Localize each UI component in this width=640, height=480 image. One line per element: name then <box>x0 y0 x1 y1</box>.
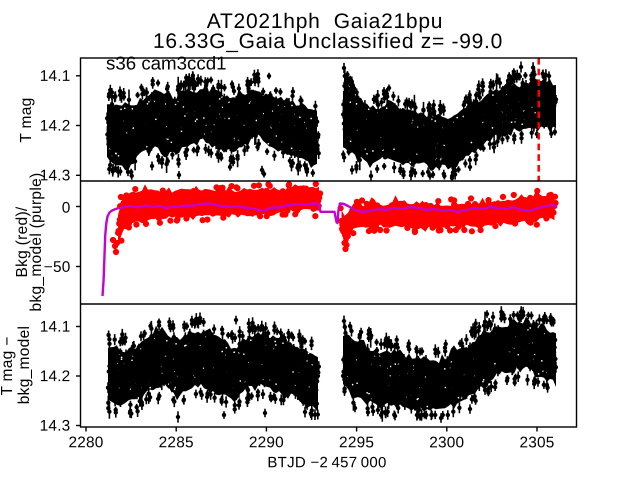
svg-text:2305: 2305 <box>519 434 554 451</box>
svg-text:14.2: 14.2 <box>40 368 71 385</box>
svg-text:16.33G_Gaia Unclassified z= -9: 16.33G_Gaia Unclassified z= -99.0 <box>153 30 503 53</box>
svg-text:Bkg (red)/: Bkg (red)/ <box>14 206 31 277</box>
svg-text:AT2021hph Gaia21bpu: AT2021hph Gaia21bpu <box>207 10 443 33</box>
svg-text:2280: 2280 <box>68 434 103 451</box>
svg-text:14.3: 14.3 <box>40 167 71 184</box>
svg-text:14.1: 14.1 <box>40 319 71 336</box>
svg-text:14.2: 14.2 <box>40 118 71 135</box>
svg-text:2295: 2295 <box>339 434 374 451</box>
svg-text:−50: −50 <box>44 259 71 276</box>
svg-text:14.3: 14.3 <box>40 418 71 435</box>
svg-text:0: 0 <box>62 200 71 217</box>
svg-text:2300: 2300 <box>429 434 464 451</box>
svg-text:bkg_model (purple): bkg_model (purple) <box>28 173 45 312</box>
svg-text:T mag −: T mag − <box>0 336 16 395</box>
svg-text:bkg_model: bkg_model <box>16 326 33 405</box>
svg-text:2285: 2285 <box>159 434 194 451</box>
svg-text:14.1: 14.1 <box>40 68 71 85</box>
svg-text:T mag: T mag <box>18 97 35 142</box>
svg-text:2290: 2290 <box>249 434 284 451</box>
svg-text:BTJD −2 457 000: BTJD −2 457 000 <box>267 454 386 471</box>
svg-text:s36 cam3ccd1: s36 cam3ccd1 <box>106 53 227 74</box>
